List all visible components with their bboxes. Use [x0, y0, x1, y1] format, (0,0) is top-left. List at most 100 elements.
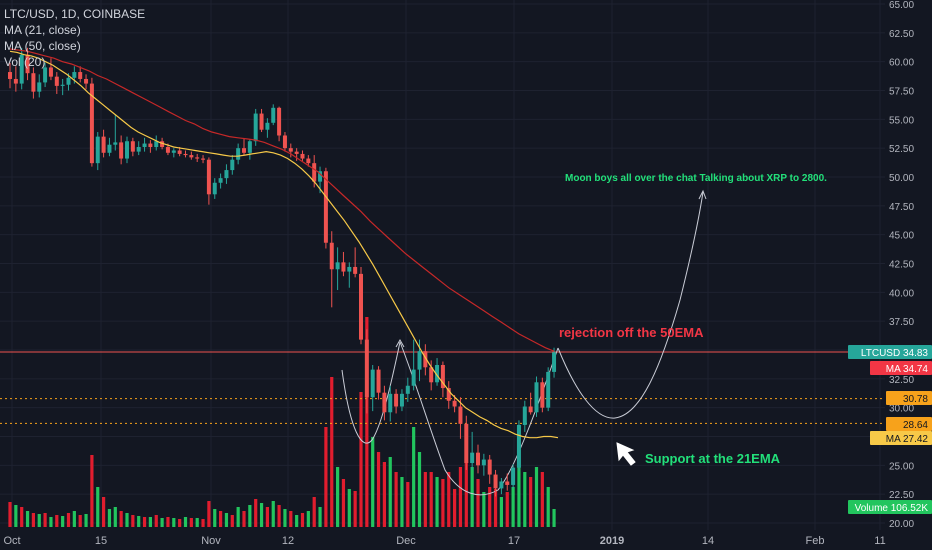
volume-bar — [160, 518, 164, 527]
price-label-text: LTCUSD 34.83 — [861, 348, 929, 359]
volume-bar — [529, 477, 533, 527]
candle-body — [341, 262, 346, 272]
legend-symbol[interactable]: LTC/USD, 1D, COINBASE — [4, 7, 146, 21]
pattern-curve — [399, 341, 559, 496]
candle-body — [113, 142, 118, 145]
candle-body — [66, 77, 71, 85]
candle-body — [511, 467, 516, 485]
candle-body — [294, 151, 299, 154]
candle-body — [119, 142, 124, 159]
volume-bar — [365, 317, 369, 527]
price-tick-label: 32.50 — [889, 375, 914, 386]
candle-body — [335, 262, 340, 270]
volume-bar — [166, 517, 170, 527]
candle-body — [347, 266, 352, 272]
volume-bar — [341, 479, 346, 527]
legend-ma50[interactable]: MA (50, close) — [4, 39, 81, 53]
volume-bar — [376, 452, 381, 527]
candle-body — [136, 147, 141, 152]
price-label-text: 30.78 — [903, 394, 928, 405]
volume-bar — [219, 511, 223, 527]
volume-bar — [330, 377, 334, 527]
price-tick-label: 55.00 — [889, 115, 914, 126]
candle-body — [318, 171, 323, 182]
moving-averages — [9, 48, 559, 439]
volume-bar — [435, 477, 439, 527]
volume-bar — [517, 427, 521, 527]
volume-bars — [8, 317, 556, 527]
candle-body — [435, 364, 440, 383]
candle-body — [534, 382, 539, 413]
candle-body — [31, 73, 36, 92]
volume-bar — [84, 514, 88, 527]
candle-body — [212, 182, 217, 195]
candle-body — [300, 153, 305, 159]
volume-bar — [78, 515, 82, 527]
candle-body — [54, 76, 59, 86]
volume-bar — [306, 511, 310, 527]
time-tick-label: Nov — [201, 535, 221, 547]
volume-bar — [523, 472, 527, 527]
candle-body — [247, 141, 252, 153]
price-axis[interactable]: 65.00 62.50 60.00 57.50 55.00 52.50 50.00 47.50… — [889, 0, 914, 530]
volume-bar — [119, 511, 123, 527]
horizontal-levels[interactable] — [0, 351, 885, 424]
candle-body — [195, 157, 200, 159]
annotation-rejection[interactable]: rejection off the 50EMA — [559, 325, 704, 340]
price-tick-label: 22.50 — [889, 490, 914, 501]
volume-bar — [552, 509, 556, 527]
candle-body — [160, 141, 165, 148]
time-tick-label: Oct — [3, 535, 20, 547]
price-labels: LTCUSD 34.83 MA 34.74 30.78 28.64 MA 27.42 Vo… — [848, 345, 932, 514]
annotation-moon-boys[interactable]: Moon boys all over the chat Talking abou… — [565, 173, 827, 184]
legend-ma21[interactable]: MA (21, close) — [4, 23, 81, 37]
price-tick-label: 40.00 — [889, 288, 914, 299]
volume-bar — [254, 499, 258, 527]
volume-bar — [336, 467, 340, 527]
candle-body — [265, 122, 270, 130]
volume-bar — [412, 427, 416, 527]
candle-body — [370, 369, 375, 398]
candle-body — [43, 67, 48, 83]
candle-body — [528, 406, 533, 413]
candle-body — [236, 148, 241, 160]
candle-body — [429, 367, 434, 383]
volume-bar — [464, 437, 468, 527]
candle-body — [259, 113, 264, 130]
legend-vol[interactable]: Vol (20) — [4, 55, 46, 69]
candle-body — [481, 459, 486, 466]
time-axis[interactable]: Oct 15 Nov 12 Dec 17 2019 14 Feb 11 — [3, 535, 885, 547]
price-tick-label: 37.50 — [889, 317, 914, 328]
price-tick-label: 62.50 — [889, 29, 914, 40]
price-label-box — [870, 361, 932, 375]
candle-body — [516, 424, 521, 468]
volume-bar — [102, 497, 106, 527]
volume-bar — [400, 477, 404, 527]
chart-legend: LTC/USD, 1D, COINBASE MA (21, close) MA … — [4, 6, 145, 70]
volume-bar — [195, 518, 199, 527]
volume-bar — [14, 505, 18, 527]
price-label-text: MA 34.74 — [886, 364, 929, 375]
volume-bar — [277, 505, 281, 527]
candle-body — [552, 352, 557, 372]
candle-body — [353, 266, 358, 274]
candle-body — [288, 148, 293, 152]
volume-bar — [113, 507, 117, 527]
candle-body — [48, 67, 53, 77]
candle-body — [546, 371, 551, 408]
candle-body — [359, 273, 363, 340]
volume-bar — [318, 507, 322, 527]
candle-body — [148, 143, 153, 148]
candle-body — [253, 113, 258, 142]
volume-bar — [423, 472, 427, 527]
candle-body — [171, 150, 176, 153]
price-tick-label: 20.00 — [889, 519, 914, 530]
candle-body — [224, 170, 229, 179]
candle-body — [165, 147, 170, 153]
candle-body — [183, 153, 188, 156]
volume-bar — [540, 472, 544, 527]
candle-body — [388, 393, 393, 413]
volume-bar — [388, 457, 392, 527]
annotation-support[interactable]: Support at the 21EMA — [645, 451, 781, 466]
